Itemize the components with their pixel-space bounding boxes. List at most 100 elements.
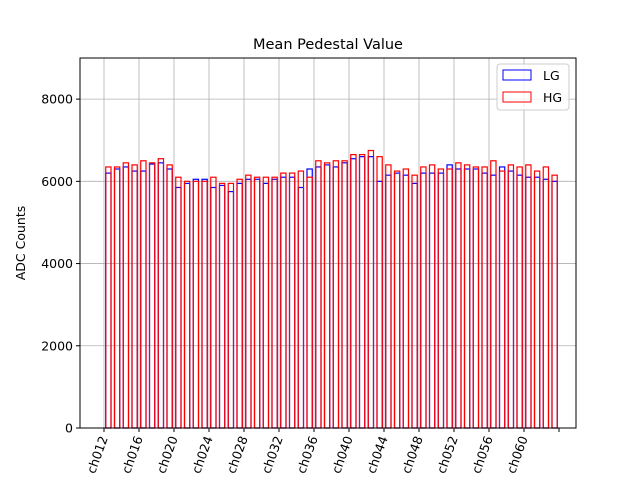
bar-hg-ch019 <box>166 164 173 429</box>
bar-lg-ch012 <box>105 172 112 429</box>
legend-swatch-hg <box>502 91 532 103</box>
bar-hg-ch047 <box>411 174 418 429</box>
bar-lg-ch013 <box>113 168 121 429</box>
grid-lines <box>80 58 576 429</box>
bar-hg-ch059 <box>516 166 523 429</box>
bar-lg-ch021 <box>183 182 191 429</box>
bar-lg-ch053 <box>463 168 471 429</box>
bar-lg-ch062 <box>542 178 550 429</box>
bar-hg-ch029 <box>253 176 261 429</box>
bar-lg-ch020 <box>175 186 182 429</box>
bar-hg-ch049 <box>428 164 436 429</box>
bar-lg-ch028 <box>245 178 252 429</box>
bar-hg-ch025 <box>218 182 226 429</box>
bar-hg-ch052 <box>455 162 462 429</box>
bar-lg-ch031 <box>271 178 278 429</box>
bar-hg-ch055 <box>481 166 488 429</box>
bar-lg-ch017 <box>148 163 156 429</box>
bar-hg-ch017 <box>148 162 156 429</box>
x-tick-label: ch040 <box>329 434 356 475</box>
x-tick-label: ch048 <box>399 434 426 475</box>
bar-lg-ch015 <box>131 170 138 429</box>
bar-lg-ch038 <box>332 166 340 429</box>
bar-lg-ch034 <box>297 186 305 429</box>
y-tick-label: 4000 <box>41 256 73 271</box>
bar-hg-ch060 <box>525 164 532 429</box>
x-tick-label: ch036 <box>294 434 321 475</box>
bar-hg-ch039 <box>341 160 348 429</box>
bar-lg-ch016 <box>140 170 147 429</box>
bar-hg-ch042 <box>367 149 375 429</box>
legend: LG HG <box>496 63 570 111</box>
bar-hg-ch043 <box>376 156 383 429</box>
bar-lg-ch057 <box>498 166 506 429</box>
bar-lg-ch022 <box>192 178 200 429</box>
bar-hg-ch048 <box>420 166 427 429</box>
bar-hg-ch040 <box>350 154 357 429</box>
bar-hg-ch037 <box>323 162 331 429</box>
bar-hg-ch054 <box>472 166 480 429</box>
bar-lg-ch060 <box>525 176 532 429</box>
x-axis: ch012 ch016 ch020 ch024 ch028 ch032 ch036 ch040… <box>84 428 560 475</box>
y-tick-label: 6000 <box>41 174 73 189</box>
bar-hg-ch058 <box>507 164 515 429</box>
bar-lg-ch042 <box>367 156 375 429</box>
bar-hg-ch053 <box>463 164 471 429</box>
x-tick-label: ch024 <box>189 434 216 475</box>
bar-lg-ch032 <box>280 176 287 429</box>
x-tick-label: ch056 <box>469 434 496 475</box>
bar-lg-ch061 <box>533 176 541 429</box>
bar-lg-ch018 <box>157 162 165 429</box>
bar-lg-ch050 <box>437 172 445 429</box>
bar-lg-ch054 <box>472 168 480 429</box>
bar-hg-ch013 <box>113 166 121 429</box>
bar-hg-ch056 <box>490 160 497 429</box>
bar-lg-ch033 <box>288 176 296 429</box>
bar-hg-ch033 <box>288 172 296 429</box>
bar-lg-ch046 <box>402 174 410 429</box>
x-tick-label: ch052 <box>434 434 461 475</box>
bar-lg-ch043 <box>376 180 383 429</box>
bar-hg-ch044 <box>385 164 392 429</box>
bar-hg-ch032 <box>280 172 287 429</box>
bar-lg-ch041 <box>358 156 366 429</box>
bar-lg-ch036 <box>315 166 322 429</box>
bar-hg-ch020 <box>175 176 182 429</box>
bar-hg-ch012 <box>105 166 112 429</box>
bar-hg-ch022 <box>192 180 200 429</box>
y-tick-label: 0 <box>65 421 73 436</box>
bar-lg-ch051 <box>446 164 453 429</box>
legend-label-hg: HG <box>543 90 562 105</box>
bar-hg-ch062 <box>542 166 550 429</box>
bar-hg-ch045 <box>393 170 401 429</box>
bar-lg-ch040 <box>350 158 357 429</box>
bar-hg-ch016 <box>140 160 147 429</box>
bar-hg-ch041 <box>358 154 366 429</box>
x-tick-label: ch060 <box>504 434 531 475</box>
bar-hg-ch035 <box>306 176 313 429</box>
bar-lg-ch047 <box>411 182 418 429</box>
bar-hg-ch050 <box>437 168 445 429</box>
bar-lg-ch039 <box>341 162 348 429</box>
bar-lg-ch048 <box>420 172 427 429</box>
bar-lg-ch023 <box>201 178 208 429</box>
bar-lg-ch058 <box>507 170 515 429</box>
bar-lg-ch029 <box>253 178 261 429</box>
x-tick-label: ch044 <box>364 434 391 475</box>
legend-label-lg: LG <box>543 68 560 83</box>
bars <box>105 149 558 429</box>
y-axis: 0 2000 4000 6000 8000 <box>41 92 80 436</box>
bar-lg-ch035 <box>306 168 313 429</box>
bar-lg-ch049 <box>428 172 436 429</box>
y-tick-label: 8000 <box>41 92 73 107</box>
bar-lg-ch044 <box>385 174 392 429</box>
bar-hg-ch063 <box>551 174 558 429</box>
legend-swatch-lg <box>502 69 532 81</box>
bar-hg-ch021 <box>183 180 191 429</box>
bar-hg-ch031 <box>271 176 278 429</box>
bar-lg-ch026 <box>227 191 235 429</box>
bar-hg-ch046 <box>402 168 410 429</box>
bar-hg-ch034 <box>297 170 305 429</box>
bar-hg-ch057 <box>498 170 506 429</box>
